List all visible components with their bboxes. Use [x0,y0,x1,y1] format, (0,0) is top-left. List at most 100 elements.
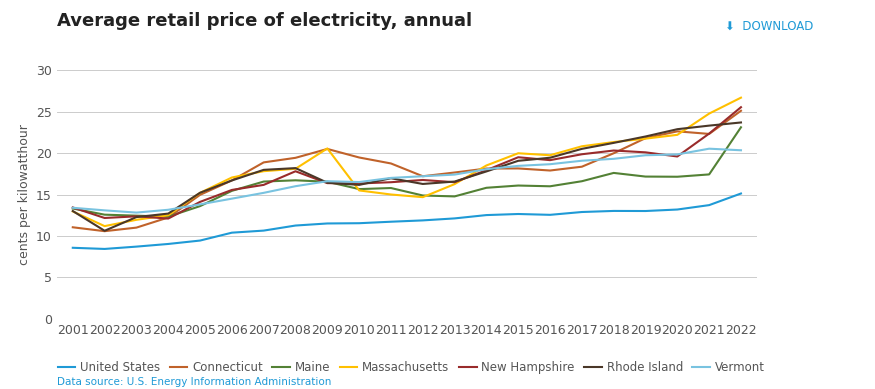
Vermont [736,148,746,152]
New Hampshire [100,216,110,220]
United States [100,247,110,251]
United States [227,230,237,235]
Maine [354,187,364,191]
Maine [450,194,460,199]
Connecticut [100,229,110,233]
Connecticut [545,168,556,173]
Maine [481,186,492,190]
Maine [513,183,523,188]
Massachusetts [131,217,142,222]
Rhode Island [322,180,332,185]
Massachusetts [290,166,301,171]
Line: United States: United States [73,193,741,249]
Rhode Island [577,147,587,151]
Massachusetts [227,175,237,180]
New Hampshire [513,155,523,159]
New Hampshire [450,180,460,184]
Rhode Island [195,191,206,195]
Line: Massachusetts: Massachusetts [73,98,741,226]
Massachusetts [100,224,110,228]
Text: Data source: U.S. Energy Information Administration: Data source: U.S. Energy Information Adm… [57,377,332,387]
Connecticut [227,178,237,183]
Vermont [354,180,364,184]
New Hampshire [640,150,651,155]
New Hampshire [545,158,556,163]
Rhode Island [704,123,714,128]
Vermont [227,196,237,201]
Vermont [704,146,714,151]
Massachusetts [354,188,364,193]
Y-axis label: cents per kilowatthour: cents per kilowatthour [18,124,31,265]
New Hampshire [672,154,682,159]
Connecticut [640,136,651,140]
Massachusetts [258,169,269,173]
Maine [322,179,332,184]
United States [545,212,556,217]
New Hampshire [131,214,142,219]
United States [354,221,364,226]
Vermont [258,191,269,195]
United States [704,203,714,207]
Maine [258,179,269,184]
Vermont [163,207,173,212]
Rhode Island [417,182,428,186]
Maine [672,174,682,179]
Massachusetts [386,192,396,197]
Massachusetts [195,191,206,195]
Rhode Island [163,211,173,216]
Connecticut [354,155,364,160]
Line: Maine: Maine [73,127,741,217]
Connecticut [163,215,173,220]
New Hampshire [704,131,714,136]
Massachusetts [640,136,651,141]
United States [608,209,619,213]
New Hampshire [322,181,332,186]
Text: ⬇  DOWNLOAD: ⬇ DOWNLOAD [725,19,814,32]
Vermont [131,210,142,215]
Massachusetts [417,195,428,200]
Massachusetts [672,133,682,137]
Connecticut [672,129,682,134]
Rhode Island [640,134,651,139]
United States [640,209,651,213]
Connecticut [131,225,142,230]
Massachusetts [450,182,460,186]
New Hampshire [258,182,269,187]
United States [417,218,428,223]
Maine [67,206,78,211]
Connecticut [386,161,396,166]
Vermont [545,162,556,166]
Rhode Island [450,179,460,184]
Rhode Island [258,168,269,172]
Connecticut [67,225,78,230]
Text: Average retail price of electricity, annual: Average retail price of electricity, ann… [57,12,472,30]
Massachusetts [545,153,556,158]
New Hampshire [386,180,396,184]
Vermont [450,172,460,177]
United States [258,228,269,233]
Vermont [640,153,651,158]
Vermont [322,179,332,184]
Maine [417,193,428,198]
Rhode Island [131,215,142,219]
United States [577,210,587,214]
Connecticut [417,174,428,179]
Vermont [513,163,523,168]
Vermont [672,152,682,157]
Maine [577,179,587,184]
United States [163,242,173,246]
Maine [227,189,237,193]
Rhode Island [736,120,746,125]
Massachusetts [163,213,173,217]
Maine [545,184,556,189]
Rhode Island [386,176,396,180]
Rhode Island [481,169,492,174]
Maine [608,171,619,175]
New Hampshire [417,178,428,182]
Rhode Island [513,158,523,163]
Legend: United States, Connecticut, Maine, Massachusetts, New Hampshire, Rhode Island, V: United States, Connecticut, Maine, Massa… [53,357,769,379]
Connecticut [481,166,492,171]
New Hampshire [481,168,492,172]
Massachusetts [608,140,619,144]
Connecticut [195,193,206,197]
